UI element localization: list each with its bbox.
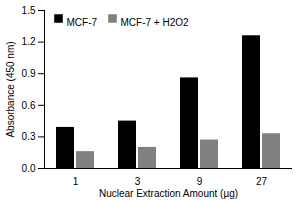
svg-text:MCF-7: MCF-7	[67, 17, 98, 28]
svg-text:27: 27	[256, 176, 268, 187]
svg-text:1: 1	[73, 176, 79, 187]
svg-text:0.9: 0.9	[22, 68, 36, 79]
svg-text:9: 9	[197, 176, 203, 187]
svg-text:1.5: 1.5	[22, 5, 36, 16]
svg-text:0.6: 0.6	[22, 100, 36, 111]
svg-text:0.0: 0.0	[22, 163, 36, 174]
svg-text:0.3: 0.3	[22, 131, 36, 142]
svg-text:1.2: 1.2	[22, 36, 36, 47]
svg-text:Nuclear Extraction Amount (µg): Nuclear Extraction Amount (µg)	[99, 188, 238, 199]
svg-text:3: 3	[135, 176, 141, 187]
svg-text:Absorbance (450 nm): Absorbance (450 nm)	[5, 41, 16, 137]
svg-text:MCF-7 + H2O2: MCF-7 + H2O2	[121, 17, 190, 28]
